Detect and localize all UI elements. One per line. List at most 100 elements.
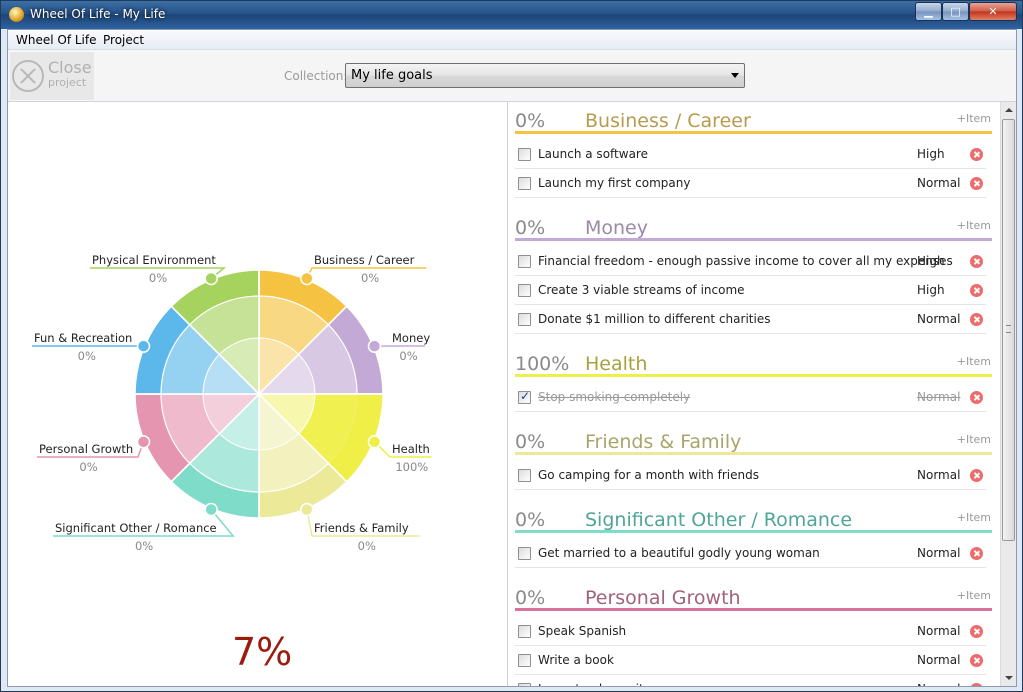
- goal-priority[interactable]: High: [917, 283, 945, 297]
- scroll-up-icon[interactable]: [1001, 102, 1016, 118]
- close-label: Close: [48, 58, 92, 77]
- goal-row: Learn to play guitar Normal: [515, 675, 986, 686]
- goal-text[interactable]: Write a book: [538, 653, 614, 667]
- delete-icon[interactable]: [970, 148, 983, 161]
- goal-checkbox[interactable]: [518, 313, 531, 326]
- wheel-handle[interactable]: [204, 502, 218, 517]
- delete-icon[interactable]: [970, 469, 983, 482]
- goal-text[interactable]: Get married to a beautiful godly young w…: [538, 546, 820, 560]
- goal-priority[interactable]: Normal: [917, 624, 961, 638]
- goal-priority[interactable]: High: [917, 254, 945, 268]
- window-title: Wheel Of Life - My Life: [30, 7, 166, 21]
- collection-select[interactable]: My life goals: [345, 63, 745, 88]
- scroll-down-icon[interactable]: [1001, 670, 1016, 686]
- add-item-button[interactable]: +Item: [956, 112, 991, 125]
- goal-checkbox[interactable]: [518, 547, 531, 560]
- goal-text[interactable]: Speak Spanish: [538, 624, 627, 638]
- menu-wheel-of-life[interactable]: Wheel Of Life: [16, 33, 97, 47]
- goal-text[interactable]: Launch a software: [538, 147, 648, 161]
- wheel-area-percent: 0%: [149, 271, 167, 285]
- goal-text[interactable]: Donate $1 million to different charities: [538, 312, 771, 326]
- minimize-button[interactable]: ▁: [915, 2, 942, 21]
- delete-icon[interactable]: [970, 284, 983, 297]
- goal-text[interactable]: Launch my first company: [538, 176, 691, 190]
- delete-icon[interactable]: [970, 177, 983, 190]
- delete-icon[interactable]: [970, 654, 983, 667]
- wheel-handle[interactable]: [367, 339, 382, 353]
- wheel-area-percent: 0%: [78, 349, 96, 363]
- section-underline: [515, 238, 992, 241]
- close-window-button[interactable]: ✕: [969, 2, 1017, 21]
- goal-section: 0% Friends & Family +Item Go camping for a …: [509, 431, 993, 490]
- title-bar[interactable]: Wheel Of Life - My Life ▁ □ ✕: [1, 1, 1022, 29]
- wheel-area-label: Physical Environment: [92, 253, 216, 267]
- goal-text[interactable]: Go camping for a month with friends: [538, 468, 759, 482]
- goal-section: 100% Health +Item Stop smoking completely No…: [509, 353, 993, 412]
- delete-icon[interactable]: [970, 625, 983, 638]
- goal-checkbox[interactable]: [518, 654, 531, 667]
- goal-checkbox[interactable]: [518, 389, 531, 404]
- wheel-handle[interactable]: [300, 271, 314, 286]
- goal-priority[interactable]: Normal: [917, 682, 960, 686]
- section-underline: [515, 452, 992, 455]
- goal-priority[interactable]: Normal: [917, 312, 961, 326]
- goal-checkbox[interactable]: [518, 625, 531, 638]
- wheel-area-label: Health: [392, 442, 430, 456]
- goal-checkbox[interactable]: [518, 683, 531, 686]
- wheel-area-percent: 0%: [79, 460, 97, 474]
- goals-list: 0% Business / Career +Item Launch a softwar…: [509, 102, 1000, 686]
- goal-section: 0% Money +Item Financial freedom - enough p…: [509, 217, 993, 334]
- goal-priority[interactable]: Normal: [917, 653, 961, 667]
- wheel-area-label: Money: [392, 331, 430, 345]
- goal-text[interactable]: Create 3 viable streams of income: [538, 283, 745, 297]
- menu-project[interactable]: Project: [103, 33, 145, 47]
- delete-icon[interactable]: [970, 313, 983, 326]
- goal-checkbox[interactable]: [518, 284, 531, 297]
- goal-checkbox[interactable]: [518, 255, 531, 268]
- delete-icon[interactable]: [970, 255, 983, 268]
- add-item-button[interactable]: +Item: [956, 589, 991, 602]
- wheel-handle[interactable]: [367, 435, 382, 449]
- goal-priority[interactable]: Normal: [917, 468, 961, 482]
- wheel-spoke: [170, 305, 260, 395]
- collection-label: Collection:: [284, 69, 348, 83]
- add-item-button[interactable]: +Item: [956, 219, 991, 232]
- goal-text[interactable]: Stop smoking completely: [538, 390, 691, 404]
- maximize-button[interactable]: □: [942, 2, 969, 21]
- goal-text[interactable]: Learn to play guitar: [538, 682, 656, 686]
- goal-priority[interactable]: Normal: [917, 546, 961, 560]
- add-item-button[interactable]: +Item: [956, 433, 991, 446]
- wheel-handle[interactable]: [136, 339, 151, 353]
- wheel-handle[interactable]: [300, 502, 314, 517]
- goal-checkbox[interactable]: [518, 148, 531, 161]
- delete-icon[interactable]: [970, 391, 983, 404]
- wheel-area-percent: 100%: [395, 460, 428, 474]
- goal-row: Create 3 viable streams of income High: [515, 276, 986, 305]
- add-item-button[interactable]: +Item: [956, 355, 991, 368]
- close-project-button[interactable]: Close project: [10, 52, 94, 100]
- goal-priority[interactable]: Normal: [917, 390, 961, 404]
- goal-priority[interactable]: High: [917, 147, 945, 161]
- goal-checkbox[interactable]: [518, 469, 531, 482]
- delete-icon[interactable]: [970, 547, 983, 560]
- scroll-thumb[interactable]: [1002, 119, 1015, 541]
- goal-row: Launch my first company Normal: [515, 169, 986, 198]
- goal-checkbox[interactable]: [518, 177, 531, 190]
- wheel-handle[interactable]: [204, 271, 218, 286]
- add-item-button[interactable]: +Item: [956, 511, 991, 524]
- section-underline: [515, 131, 992, 134]
- delete-icon[interactable]: [970, 683, 983, 686]
- goal-row: Get married to a beautiful godly young w…: [515, 539, 986, 568]
- wheel-area-label: Significant Other / Romance: [55, 521, 217, 535]
- goal-section: 0% Significant Other / Romance +Item Get ma…: [509, 509, 993, 568]
- wheel-of-life-chart: Business / Career 0% Money 0% Health 100% Frie…: [32, 253, 432, 553]
- section-title: Significant Other / Romance: [585, 509, 853, 531]
- wheel-handle[interactable]: [136, 435, 151, 449]
- goal-text[interactable]: Financial freedom - enough passive incom…: [538, 254, 953, 268]
- section-title: Health: [585, 353, 648, 375]
- goal-row: Go camping for a month with friends Norma…: [515, 461, 986, 490]
- goals-scrollbar[interactable]: [1000, 102, 1016, 686]
- goal-row: Speak Spanish Normal: [515, 617, 986, 646]
- goal-priority[interactable]: Normal: [917, 176, 961, 190]
